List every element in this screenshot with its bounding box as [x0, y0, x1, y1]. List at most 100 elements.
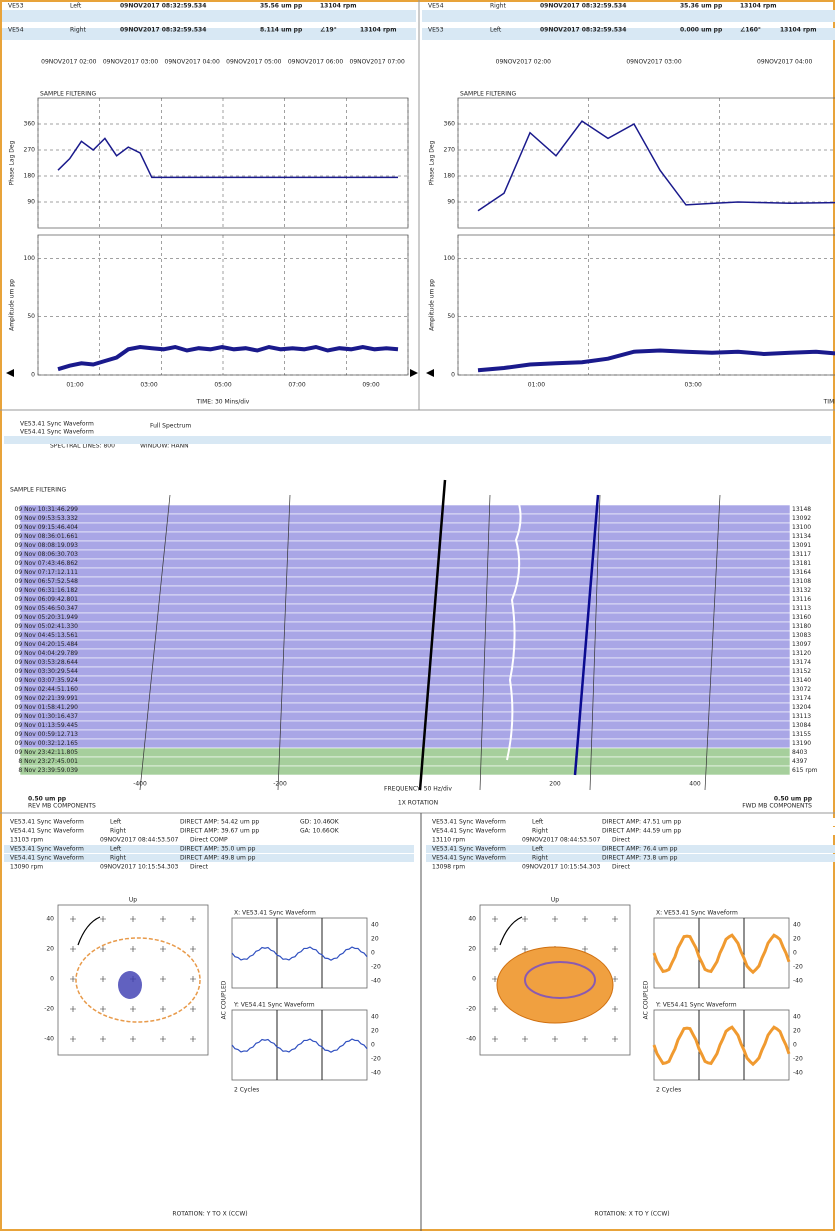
header-text: Direct	[612, 864, 631, 871]
header-text: GA: 10.66	[300, 828, 330, 835]
grid-cross	[100, 946, 106, 952]
filter-label: SAMPLE FILTERING	[460, 91, 516, 98]
row-timestamp: 09 Nov 00:32:12.165	[15, 740, 79, 747]
header-text: 09NOV2017 10:15:54.303	[100, 864, 179, 871]
grid-cross	[522, 1036, 528, 1042]
row-speed: 13190	[792, 740, 811, 747]
header-text: GD: 10.46	[300, 819, 331, 826]
row-timestamp: 09 Nov 05:46:50.347	[15, 605, 79, 612]
header-text: VE53.41 Sync Waveform	[10, 819, 84, 826]
grid-cross	[160, 946, 166, 952]
orbit-trace	[497, 947, 613, 1023]
header-text: VE54.41 Sync Waveform	[432, 828, 506, 835]
row-speed: 13140	[792, 677, 811, 684]
row-timestamp: 09 Nov 04:20:15.484	[15, 641, 79, 648]
y-tick-label: 0	[31, 372, 35, 379]
y-tick-label: -40	[371, 978, 381, 985]
scroll-arrow[interactable]	[6, 369, 14, 377]
row-speed: 13132	[792, 587, 811, 594]
filter-label: SAMPLE FILTERING	[10, 487, 66, 494]
orbit-title: Up	[551, 897, 559, 904]
row-speed: 13108	[792, 578, 811, 585]
y-tick-label: -40	[466, 1036, 476, 1043]
y-tick-label: -20	[371, 1056, 381, 1063]
row-speed: 13160	[792, 614, 811, 621]
spectrum-row	[20, 514, 790, 523]
header-text: 09NOV2017 08:32:59.534	[540, 27, 626, 34]
y-tick-label: 20	[468, 946, 476, 953]
grid-cross	[70, 946, 76, 952]
grid-cross	[70, 916, 76, 922]
y-tick-label: 180	[24, 173, 36, 180]
header-text: VE54.41 Sync Waveform	[10, 828, 84, 835]
header-text: Left	[490, 27, 502, 34]
header-text: VE53	[8, 3, 24, 10]
row-timestamp: 09 Nov 08:36:01.661	[15, 533, 79, 540]
spectrum-row	[20, 523, 790, 532]
trend-line	[478, 351, 835, 371]
y-tick-label: 90	[27, 199, 35, 206]
spectrum-row	[20, 703, 790, 712]
scroll-arrow[interactable]	[426, 369, 434, 377]
header-text: DIRECT AMP: 35.0 um pp	[180, 846, 256, 853]
row-timestamp: 09 Nov 06:09:42.801	[15, 596, 79, 603]
scale-label: 0.50 um pp	[28, 796, 67, 803]
header-text: ∠160°	[740, 27, 761, 34]
header-text: 09NOV2017 08:44:53.507	[522, 837, 601, 844]
spectrum-row	[20, 766, 790, 775]
spectrum-row	[20, 568, 790, 577]
grid-cross	[160, 1036, 166, 1042]
header-text: 09NOV2017 08:32:59.534	[540, 3, 626, 10]
spectrum-row	[20, 649, 790, 658]
y-tick-label: 40	[793, 1014, 801, 1021]
header-text: 09NOV2017 08:32:59.534	[120, 27, 206, 34]
spectrum-row	[20, 685, 790, 694]
row-speed: 13113	[792, 713, 811, 720]
header-text: Left	[110, 819, 122, 826]
x-axis-label: TIME: 30 Mins/div	[823, 399, 835, 406]
header-text: VE53	[428, 27, 444, 34]
header-text: 8.114 um pp	[260, 27, 303, 34]
grid-cross	[612, 1036, 618, 1042]
row-timestamp: 09 Nov 06:31:16.182	[15, 587, 79, 594]
row-timestamp: 09 Nov 08:08:19.093	[15, 542, 79, 549]
spectrum-row	[20, 559, 790, 568]
header-text: Left	[70, 3, 82, 10]
row-timestamp: 09 Nov 02:44:51.160	[15, 686, 79, 693]
row-timestamp: 09 Nov 07:17:12.111	[15, 569, 79, 576]
header-text: VE53.41 Sync Waveform	[432, 819, 506, 826]
x-tick-label: -400	[133, 781, 147, 788]
header-text: 13110 rpm	[432, 837, 465, 844]
grid-cross	[70, 1036, 76, 1042]
grid-cross	[492, 916, 498, 922]
row-speed: 13148	[792, 506, 811, 513]
scroll-arrow[interactable]	[410, 369, 418, 377]
row-timestamp: 09 Nov 10:31:46.299	[15, 506, 79, 513]
row-speed: 13072	[792, 686, 811, 693]
header-text: 13098 rpm	[432, 864, 465, 871]
y-tick-label: 270	[444, 147, 456, 154]
y-tick-label: -40	[793, 978, 803, 985]
row-timestamp: 09 Nov 04:04:29.789	[15, 650, 79, 657]
grid-cross	[612, 916, 618, 922]
grid-cross	[130, 916, 136, 922]
row-timestamp: 09 Nov 02:21:39.991	[15, 695, 79, 702]
row-timestamp: 09 Nov 01:58:41.290	[15, 704, 79, 711]
time-label: 09:00	[362, 382, 379, 389]
grid-cross	[492, 1006, 498, 1012]
spectrum-row	[20, 748, 790, 757]
footer-label: ROTATION: Y TO X (CCW)	[172, 1211, 247, 1218]
axis-label: Phase Lag Deg	[9, 140, 16, 185]
spectrum-row	[20, 757, 790, 766]
trend-line	[58, 347, 398, 369]
time-label: 01:00	[528, 382, 545, 389]
header-text: 13104 rpm	[320, 3, 356, 10]
x-axis-label: 2 Cycles	[234, 1087, 259, 1094]
grid-cross	[552, 916, 558, 922]
time-label: 01:00	[66, 382, 83, 389]
trend-line	[478, 121, 835, 211]
waveform	[654, 935, 789, 972]
grid-cross	[160, 916, 166, 922]
row-timestamp: 09 Nov 01:30:16.437	[15, 713, 79, 720]
row-speed: 13174	[792, 659, 811, 666]
